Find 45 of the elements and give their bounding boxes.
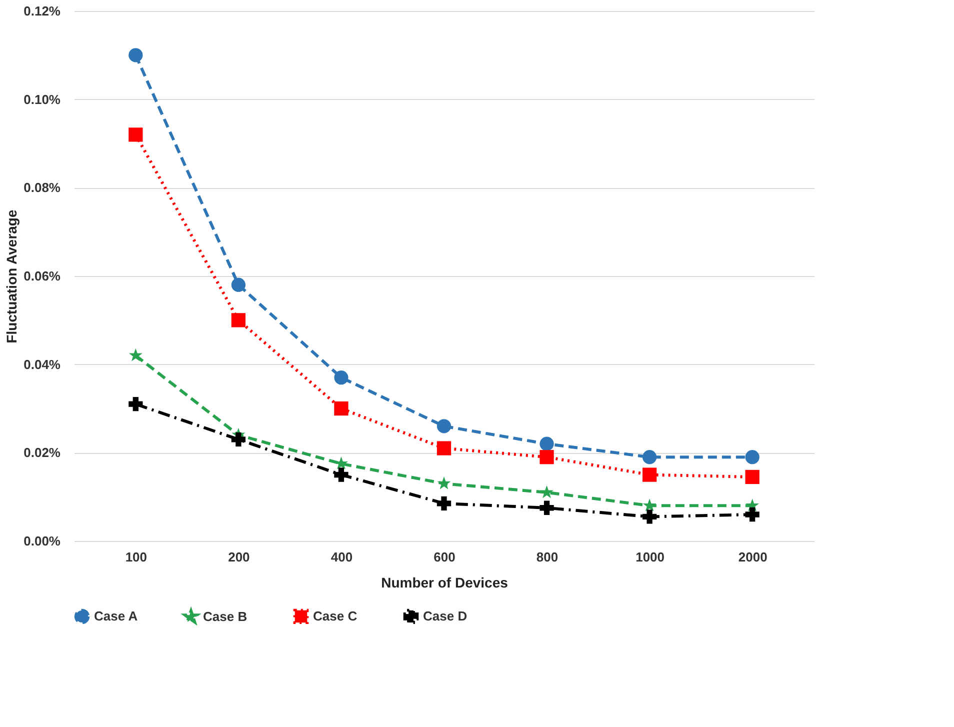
point [642,510,657,524]
x-axis-title: Number of Devices [381,574,508,590]
y-axis-title: Fluctuation Average [4,210,20,344]
point [642,468,657,482]
y-tick-label: 0.06% [24,268,61,284]
y-tick-label: 0.00% [24,534,61,548]
point [745,507,760,522]
y-tick-label: 0.12% [24,4,61,18]
point [540,500,554,515]
legend-label: Case C [313,608,358,624]
y-tick-label: 0.02% [24,445,61,460]
x-tick-label: 800 [536,550,558,564]
point [436,441,452,456]
y-tick-label: 0.04% [24,356,61,372]
x-tick-label: 600 [434,550,456,564]
point [231,432,246,446]
point [334,401,348,416]
point [642,450,657,464]
point [540,485,554,498]
point [128,128,143,142]
legend-label: Case A [94,608,138,624]
point [334,370,348,385]
x-tick-label: 200 [228,550,250,564]
point [642,498,656,512]
x-tick-label: 2000 [738,550,768,564]
x-tick-label: 400 [330,550,353,564]
x-tick-label: 100 [125,550,148,564]
y-tick-label: 0.08% [24,180,61,196]
point [437,476,451,490]
legend-label: Case D [423,608,468,624]
point [128,397,143,412]
point [334,468,348,482]
point [436,496,452,511]
point [745,450,760,464]
x-tick-label: 1000 [636,550,665,564]
point [436,419,452,434]
point [540,436,554,451]
legend-label: Case B [203,609,248,624]
point [745,470,760,484]
y-tick-label: 0.10% [24,92,61,107]
point [231,278,246,292]
point [128,348,142,362]
point [540,450,554,464]
point [128,48,143,62]
point [231,313,246,328]
